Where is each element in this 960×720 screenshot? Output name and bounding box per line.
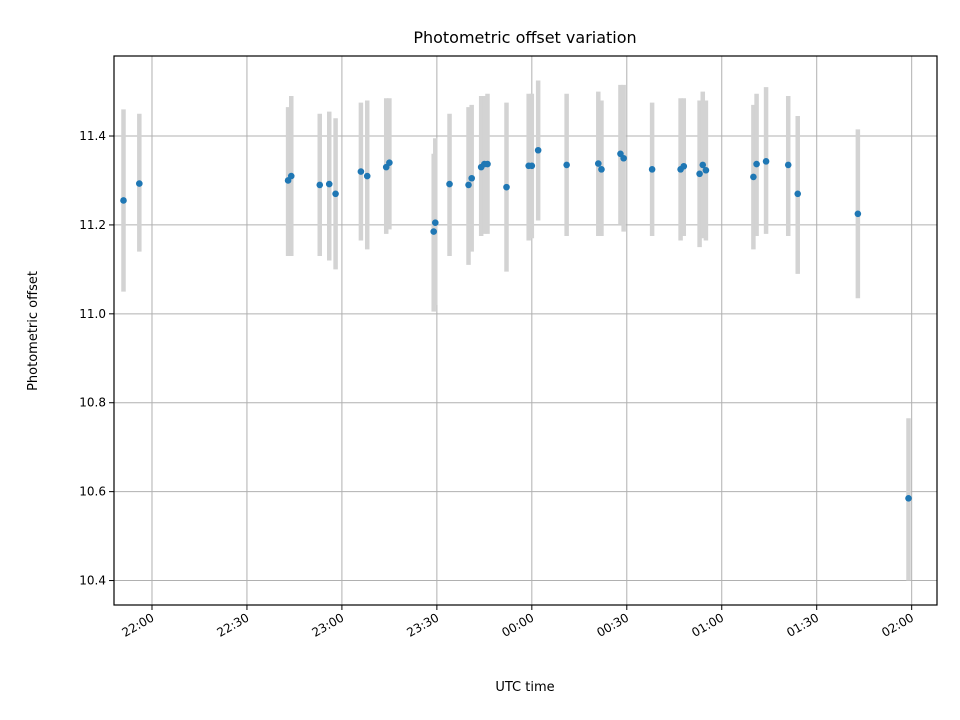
chart-title: Photometric offset variation xyxy=(413,28,636,47)
data-point xyxy=(386,159,393,166)
data-point xyxy=(750,173,757,181)
data-point xyxy=(465,181,472,189)
data-point xyxy=(332,190,339,198)
data-point xyxy=(528,162,536,170)
data-point xyxy=(316,181,324,189)
data-point xyxy=(484,160,491,168)
grid-lines xyxy=(114,56,937,605)
y-tick-label: 10.4 xyxy=(79,574,106,588)
data-point xyxy=(563,161,570,169)
data-point xyxy=(468,174,475,182)
data-point xyxy=(854,210,862,218)
data-point xyxy=(620,154,627,162)
y-tick-label: 11.2 xyxy=(79,218,106,232)
plot-frame xyxy=(113,55,938,606)
data-point xyxy=(287,172,295,180)
data-point xyxy=(503,183,510,191)
data-point xyxy=(696,170,703,178)
y-tick-label: 11.0 xyxy=(79,307,106,321)
y-tick-label: 10.6 xyxy=(79,485,106,499)
data-point xyxy=(598,166,605,173)
data-point xyxy=(648,166,656,173)
y-tick-label: 10.8 xyxy=(79,396,106,410)
data-point xyxy=(699,161,707,169)
data-point xyxy=(905,495,912,502)
data-point xyxy=(753,160,760,168)
data-point xyxy=(784,161,792,169)
x-axis-label: UTC time xyxy=(495,680,554,695)
data-point xyxy=(446,180,453,188)
data-point xyxy=(363,172,371,180)
data-point xyxy=(357,168,365,175)
data-point xyxy=(325,180,333,188)
data-point xyxy=(702,166,710,174)
data-points xyxy=(120,146,912,502)
data-point xyxy=(430,228,438,235)
data-point xyxy=(595,160,602,167)
data-point xyxy=(762,158,770,165)
y-axis-label: Photometric offset xyxy=(26,271,41,391)
data-point xyxy=(680,162,688,170)
data-point xyxy=(534,146,542,154)
y-axis: 10.4 10.6 10.8 11.0 11.2 11.4 xyxy=(79,129,114,588)
data-point xyxy=(794,190,802,198)
data-point xyxy=(136,180,143,187)
y-tick-label: 11.4 xyxy=(79,129,106,143)
data-point xyxy=(431,219,439,227)
data-point xyxy=(120,197,127,204)
